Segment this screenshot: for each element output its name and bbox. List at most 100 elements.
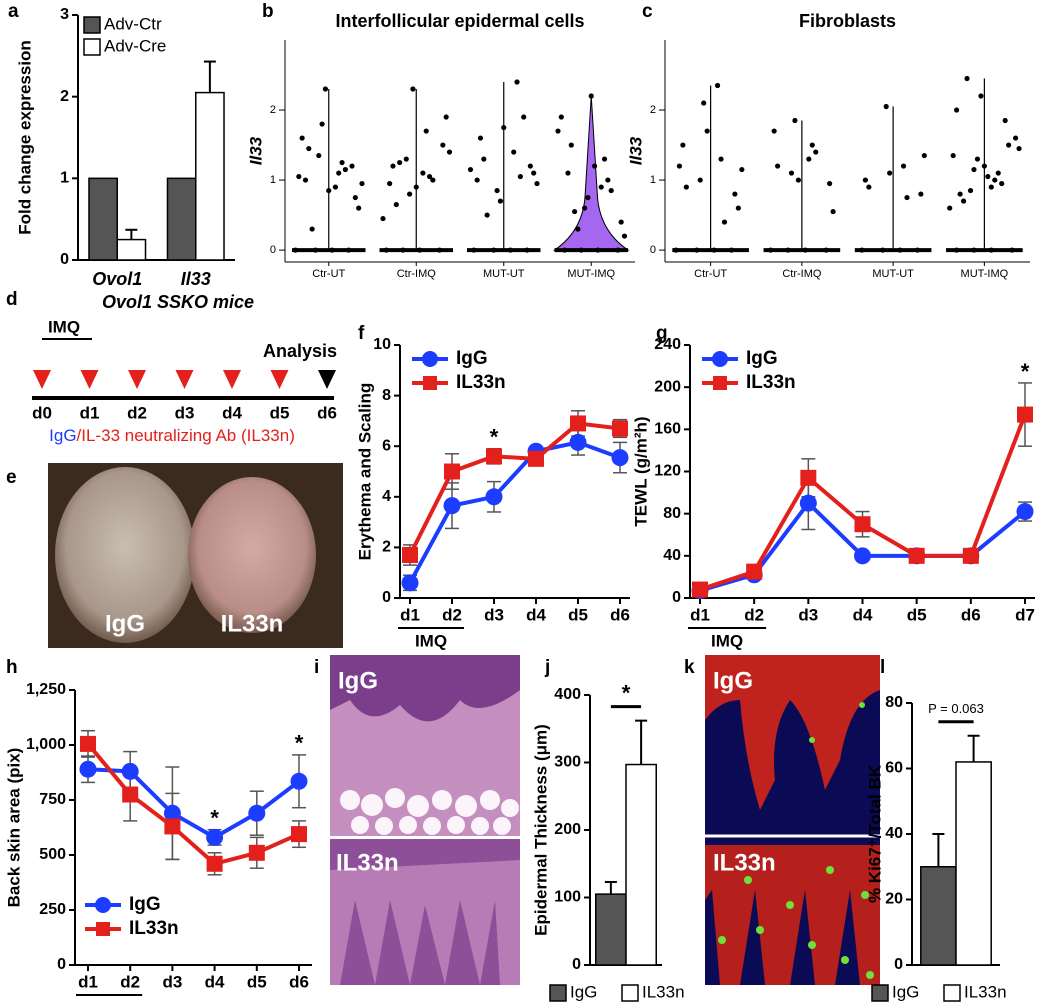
series-line [408,421,621,556]
point [615,247,621,253]
y-tick-label: 20 [885,891,903,908]
y-tick-label: 6 [382,437,391,454]
x-tick-label: Ctr-IMQ [397,268,437,280]
y-tick-label: 3 [60,6,69,23]
point [995,170,1001,176]
dose-marker [270,370,289,389]
point [612,420,628,437]
point [788,170,795,176]
point [565,170,571,176]
point [785,247,791,253]
image-label: IgG [713,667,753,694]
timeline-day: d1 [80,403,100,422]
y-tick-label: 0 [57,956,66,973]
y-tick-label: 0 [672,589,681,606]
bar [88,177,118,261]
point [673,247,679,253]
x-tick-label: d4 [205,972,225,991]
bar [955,761,992,966]
point [302,177,309,183]
y-tick-label: 0 [572,956,581,973]
point [914,247,920,253]
point [827,180,833,187]
point [582,205,588,211]
point [521,114,527,120]
point [921,152,927,159]
point [676,163,683,169]
point [880,247,886,253]
point [621,233,628,239]
legend-marker [96,922,110,936]
point [316,152,322,159]
legend-label: Adv-Cre [104,36,166,55]
point [507,247,513,253]
y-axis-label: Fold change expression [15,40,34,235]
point [299,135,305,141]
epidermis [330,655,520,722]
y-tick-label: 2 [650,104,656,116]
point [413,184,419,190]
point [792,117,798,124]
point [474,177,480,183]
histology-i: IgG IL33n [330,655,520,985]
chart-title: Interfollicular epidermal cells [335,11,584,31]
skin-patch [188,477,316,633]
point [163,804,181,822]
panel-label: b [262,1,274,22]
point [598,184,604,190]
y-tick-label: 1 [650,174,656,186]
point [387,180,393,187]
y-tick-label: 160 [654,421,681,438]
y-axis-label: Il33 [626,136,645,165]
legend-label: IL33n [642,982,685,1001]
point [611,449,629,467]
point [964,75,970,82]
panel-label: a [8,1,19,22]
timeline-day: d4 [222,403,242,422]
timeline-day: d3 [175,403,195,422]
point [296,173,302,180]
point [988,247,994,253]
x-tick-label: MUT-UT [483,268,525,280]
point [900,163,907,169]
point [206,828,224,846]
panel-label: k [684,657,695,678]
panel-label: g [656,323,668,344]
y-tick-label: 1 [270,174,276,186]
point [121,762,139,780]
y-tick-label: 200 [554,821,581,838]
y-axis-label: Epidermal Thickness (μm) [531,724,550,936]
panel-label: j [544,657,550,678]
point [768,247,774,253]
point [739,166,745,173]
point [859,247,865,253]
point [957,191,963,197]
y-tick-label: 1,250 [26,681,66,698]
point [485,488,503,506]
point [978,93,984,99]
x-tick-label: d1 [400,605,420,624]
point [735,205,741,211]
x-tick-label: MUT-UT [872,268,914,280]
y-tick-label: 400 [554,686,581,703]
photo-e: IgG IL33n [48,463,343,648]
point [866,184,872,190]
point [802,247,808,253]
point [531,170,537,176]
y-axis-label: % Ki67⁺/Total BK [865,764,884,903]
x-bracket-label: IMQ [415,631,447,650]
point [352,194,358,201]
point [322,86,329,92]
point [701,100,707,106]
point [962,547,979,564]
x-tick-label: d6 [961,605,981,624]
point [694,247,700,253]
point [974,156,981,162]
dose-marker [128,370,146,389]
x-tick-label: d5 [907,605,927,624]
point [854,516,871,533]
bar [166,177,197,261]
image-label: IgG [338,667,378,694]
timeline-bracket-label: IMQ [48,317,80,336]
